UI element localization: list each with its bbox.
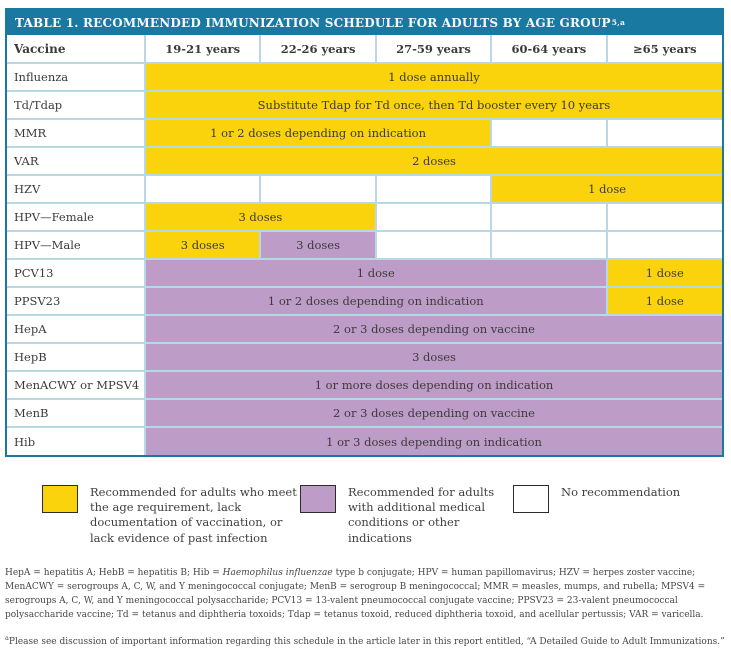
vaccine-name: HepB	[7, 342, 145, 371]
schedule-cell	[490, 118, 607, 147]
legend: Recommended for adults who meet the age …	[42, 485, 726, 546]
white-swatch-icon	[513, 485, 549, 513]
schedule-cell: 1 or 2 doses depending on indication	[143, 118, 492, 147]
header-row: Vaccine 19-21 years 22-26 years 27-59 ye…	[7, 35, 722, 63]
legend-text: Recommended for adults who meet the age …	[90, 485, 297, 545]
legend-item-no-recommendation: No recommendation	[513, 485, 731, 513]
legend-text: Recommended for adults with additional m…	[348, 485, 495, 545]
schedule-cell	[490, 202, 607, 231]
table-number: TABLE 1.	[15, 15, 79, 30]
legend-item-condition-recommended: Recommended for adults with additional m…	[300, 485, 513, 546]
note-text: Please see discussion of important infor…	[8, 637, 725, 648]
schedule-cell: 1 dose	[144, 258, 607, 287]
footnotes: HepA = hepatitis A; HebB = hepatitis B; …	[5, 567, 726, 651]
note-marker: a	[5, 634, 9, 643]
vaccine-name: VAR	[7, 146, 145, 175]
table-title-bar: TABLE 1. RECOMMENDED IMMUNIZATION SCHEDU…	[7, 10, 722, 35]
legend-item-age-recommended: Recommended for adults who meet the age …	[42, 485, 300, 546]
schedule-cell	[490, 230, 607, 259]
table-row: MenB 2 or 3 doses depending on vaccine	[7, 398, 722, 427]
schedule-cell: 1 or 2 doses depending on indication	[144, 286, 607, 315]
schedule-cell: 1 dose	[490, 174, 722, 203]
table-title: RECOMMENDED IMMUNIZATION SCHEDULE FOR AD…	[78, 15, 611, 30]
table-row: Td/Tdap Substitute Tdap for Td once, the…	[7, 90, 722, 119]
yellow-swatch-icon	[42, 485, 78, 513]
schedule-cell	[374, 202, 492, 231]
schedule-cell: 1 dose	[605, 258, 722, 287]
schedule-cell	[374, 230, 492, 259]
title-superscript: 5,a	[611, 18, 626, 27]
vaccine-name: MenACWY or MPSV4	[7, 370, 145, 399]
schedule-cell	[259, 174, 376, 203]
column-header-age: 22-26 years	[259, 35, 376, 63]
vaccine-name: Td/Tdap	[7, 90, 145, 119]
table-row: Influenza 1 dose annually	[7, 62, 722, 91]
vaccine-name: MenB	[7, 398, 145, 427]
column-header-age: 60-64 years	[490, 35, 607, 63]
abbreviations-footnote: HepA = hepatitis A; HebB = hepatitis B; …	[5, 567, 726, 623]
vaccine-name: HepA	[7, 314, 145, 343]
schedule-cell: 3 doses	[259, 230, 376, 259]
abbr-italic-text: Haemophilus influenzae	[222, 567, 333, 578]
vaccine-name: PCV13	[7, 258, 145, 287]
vaccine-name: Influenza	[7, 62, 145, 91]
schedule-cell: 1 dose	[605, 286, 722, 315]
abbr-text: HepA = hepatitis A; HebB = hepatitis B; …	[5, 567, 223, 578]
schedule-table: Vaccine 19-21 years 22-26 years 27-59 ye…	[7, 35, 722, 455]
schedule-cell	[605, 118, 722, 147]
schedule-cell: 2 or 3 doses depending on vaccine	[144, 398, 722, 427]
schedule-cell	[374, 174, 492, 203]
schedule-cell: Substitute Tdap for Td once, then Td boo…	[144, 90, 722, 119]
table-row: HPV—Female 3 doses	[7, 202, 722, 231]
table-row: Hib 1 or 3 doses depending on indication	[7, 426, 722, 455]
abbr-text: type b conjugate; HPV = human papillomav…	[5, 567, 706, 620]
table-row: VAR 2 doses	[7, 146, 722, 175]
schedule-cell: 3 doses	[143, 230, 261, 259]
column-header-age: 19-21 years	[143, 35, 261, 63]
column-header-age: 27-59 years	[374, 35, 492, 63]
schedule-cell: 3 doses	[144, 342, 722, 371]
schedule-cell	[605, 202, 722, 231]
legend-text: No recommendation	[561, 485, 681, 499]
schedule-cell	[143, 174, 261, 203]
vaccine-name: HZV	[7, 174, 145, 203]
column-header-age: ≥65 years	[605, 35, 722, 63]
table-row: MMR 1 or 2 doses depending on indication	[7, 118, 722, 147]
vaccine-name: HPV—Female	[7, 202, 145, 231]
table-row: HepA 2 or 3 doses depending on vaccine	[7, 314, 722, 343]
schedule-cell: 1 or more doses depending on indication	[144, 370, 722, 399]
immunization-table: TABLE 1. RECOMMENDED IMMUNIZATION SCHEDU…	[5, 8, 724, 457]
schedule-cell: 3 doses	[144, 202, 376, 231]
purple-swatch-icon	[300, 485, 336, 513]
table-row: PPSV23 1 or 2 doses depending on indicat…	[7, 286, 722, 315]
schedule-cell: 1 or 3 doses depending on indication	[144, 426, 722, 455]
column-header-vaccine: Vaccine	[14, 41, 66, 56]
vaccine-name: Hib	[7, 426, 145, 455]
table-row: HZV 1 dose	[7, 174, 722, 203]
vaccine-name: PPSV23	[7, 286, 145, 315]
table-row: PCV13 1 dose 1 dose	[7, 258, 722, 287]
table-row: HPV—Male 3 doses 3 doses	[7, 230, 722, 259]
vaccine-name: MMR	[7, 118, 145, 147]
vaccine-name: HPV—Male	[7, 230, 145, 259]
table-row: HepB 3 doses	[7, 342, 722, 371]
table-row: MenACWY or MPSV4 1 or more doses dependi…	[7, 370, 722, 399]
schedule-cell: 1 dose annually	[144, 62, 722, 91]
schedule-cell: 2 or 3 doses depending on vaccine	[144, 314, 722, 343]
schedule-cell	[605, 230, 722, 259]
schedule-cell: 2 doses	[144, 146, 722, 175]
note-a-footnote: aPlease see discussion of important info…	[5, 633, 726, 650]
